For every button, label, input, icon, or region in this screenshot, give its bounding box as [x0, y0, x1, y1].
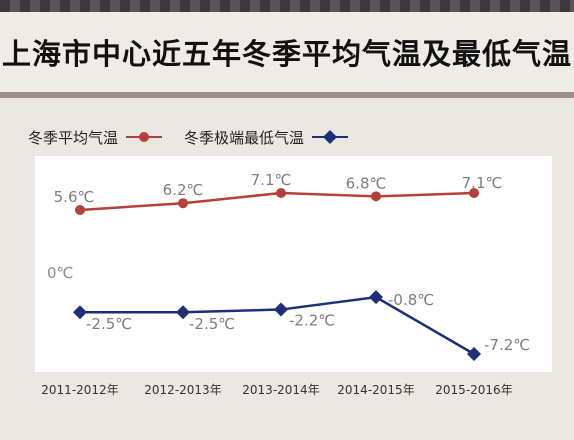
data-label-minimum-4: -7.2℃ — [484, 336, 530, 354]
data-label-average-2: 7.1℃ — [251, 171, 292, 189]
x-tick-label-3: 2014-2015年 — [337, 383, 414, 397]
top-decorative-strip — [0, 0, 574, 12]
data-point-average-0 — [75, 205, 85, 215]
plot-area — [35, 156, 552, 372]
chart-legend: 冬季平均气温 冬季极端最低气温 — [28, 125, 370, 149]
title-area: 上海市中心近五年冬季平均气温及最低气温 — [0, 12, 574, 92]
data-label-minimum-2: -2.2℃ — [289, 312, 335, 330]
x-tick-label-0: 2011-2012年 — [41, 383, 118, 397]
x-tick-label-1: 2012-2013年 — [144, 383, 221, 397]
data-point-average-1 — [178, 198, 188, 209]
x-tick-label-2: 2013-2014年 — [242, 383, 319, 397]
legend-label-average: 冬季平均气温 — [28, 128, 119, 147]
data-label-minimum-1: -2.5℃ — [189, 315, 235, 333]
data-point-minimum-4 — [467, 347, 481, 361]
data-point-minimum-0 — [73, 305, 87, 320]
data-label-average-0: 5.6℃ — [54, 188, 95, 206]
data-label-minimum-3: -0.8℃ — [388, 291, 434, 309]
data-point-minimum-2 — [274, 302, 288, 317]
legend-swatch-minimum — [312, 130, 349, 144]
chart-title: 上海市中心近五年冬季平均气温及最低气温 — [1, 37, 572, 71]
data-point-minimum-3 — [369, 290, 383, 305]
data-label-average-3: 6.8℃ — [346, 174, 387, 192]
data-label-average-1: 6.2℃ — [163, 181, 204, 199]
legend-label-minimum: 冬季极端最低气温 — [184, 128, 305, 147]
data-point-minimum-1 — [176, 305, 190, 320]
data-point-average-3 — [371, 191, 381, 202]
legend-swatch-average — [126, 132, 163, 142]
legend-item-minimum: 冬季极端最低气温 — [184, 127, 349, 148]
legend-item-average: 冬季平均气温 — [28, 127, 163, 148]
zero-reference-label: 0℃ — [47, 264, 73, 282]
data-label-minimum-0: -2.5℃ — [86, 315, 132, 333]
x-tick-label-4: 2015-2016年 — [435, 383, 512, 397]
title-divider — [0, 92, 574, 98]
data-label-average-4: 7.1℃ — [462, 174, 503, 192]
data-point-average-4 — [469, 188, 479, 198]
data-point-average-2 — [276, 188, 286, 198]
